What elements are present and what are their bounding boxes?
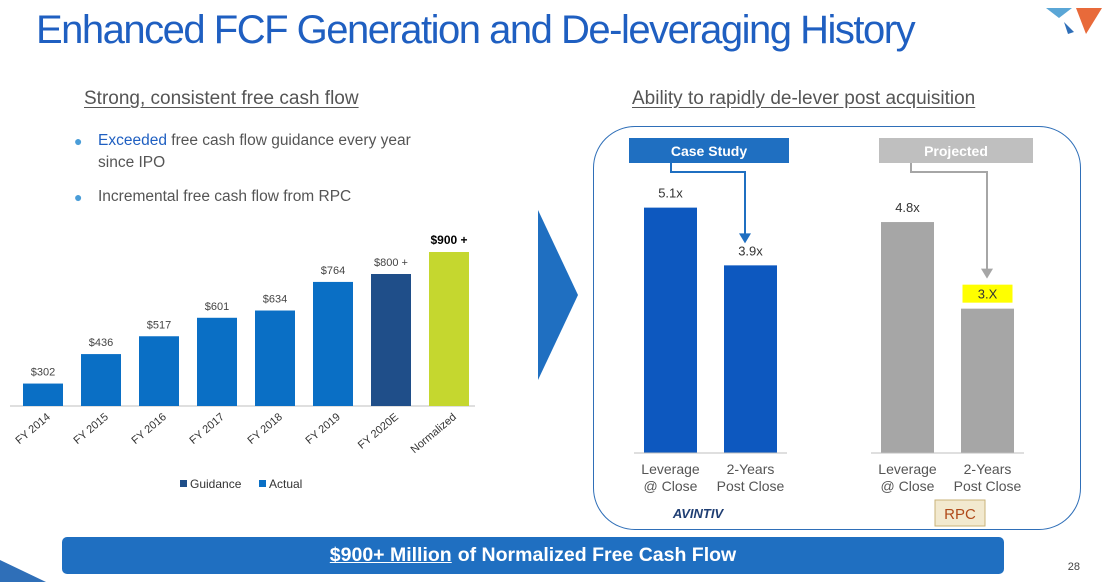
fcf-bar (313, 281, 353, 406)
leverage-category-label: Leverage (878, 461, 937, 477)
leverage-bar (724, 265, 777, 453)
fcf-bar (139, 336, 179, 406)
banner-text: of Normalized Free Cash Flow (457, 544, 737, 566)
leverage-category-label: @ Close (644, 478, 698, 494)
leverage-category-label: 2-Years (727, 461, 775, 477)
leverage-category-label: Post Close (717, 478, 785, 494)
fcf-bar (23, 383, 63, 406)
fcf-category-label: FY 2017 (188, 411, 227, 447)
projected-label: Projected (924, 143, 988, 159)
fcf-data-label: $764 (321, 265, 345, 277)
bullet-item: ● Exceeded free cash flow guidance every… (74, 130, 434, 174)
leverage-data-label: 4.8x (895, 200, 920, 215)
leverage-bar (881, 222, 934, 453)
fcf-category-label: FY 2018 (246, 411, 285, 447)
fcf-bar (81, 354, 121, 406)
fcf-category-label: FY 2016 (130, 411, 169, 447)
fcf-data-label: $601 (205, 301, 229, 313)
case-study-arrowhead-icon (739, 233, 751, 244)
projected-arrowhead-icon (981, 268, 993, 279)
fcf-bar (429, 252, 469, 406)
rpc-logo-box (934, 499, 986, 527)
fcf-bar (255, 310, 295, 406)
bullet-text: free cash flow guidance every year since… (98, 132, 411, 171)
fcf-category-label: FY 2015 (72, 411, 111, 447)
leverage-category-label: @ Close (881, 478, 935, 494)
page-number: 28 (1067, 561, 1080, 573)
legend-actual-swatch (259, 480, 266, 487)
case-study-label: Case Study (671, 143, 747, 159)
right-arrow-icon (538, 210, 578, 380)
summary-banner: $900+ Million of Normalized Free Cash Fl… (62, 537, 1004, 574)
fcf-data-label: $634 (263, 294, 287, 306)
case-study-connector-arrow (670, 163, 746, 236)
leverage-category-label: Leverage (641, 461, 700, 477)
deleveraging-panel (593, 126, 1081, 530)
avintiv-logo: AVINTIV (672, 506, 725, 521)
legend-actual-label: Actual (269, 477, 302, 491)
leverage-data-label: 5.1x (658, 186, 683, 201)
fcf-category-label: FY 2020E (356, 411, 401, 452)
bullet-text: Incremental free cash flow from RPC (98, 188, 352, 205)
bullet-highlight: Exceeded (98, 132, 167, 149)
fcf-data-label: $302 (31, 367, 55, 379)
bullet-dot-icon: ● (74, 189, 83, 205)
right-section-heading: Ability to rapidly de-lever post acquisi… (632, 88, 976, 109)
legend-guidance-swatch (180, 480, 187, 487)
page-title: Enhanced FCF Generation and De-leveragin… (36, 8, 916, 52)
rpc-logo: RPC (944, 506, 976, 523)
fcf-data-label: $900 + (430, 233, 467, 247)
leverage-data-label: 3.9x (738, 243, 763, 258)
fcf-data-label: $517 (147, 319, 171, 331)
fcf-bar (197, 317, 237, 406)
fcf-category-label: FY 2014 (14, 411, 53, 447)
corner-decoration (0, 560, 46, 582)
leverage-bar (644, 207, 697, 453)
projected-header (879, 138, 1033, 163)
fcf-bar (371, 274, 411, 406)
fcf-bar-chart: $302 FY 2014 $436 FY 2015 $517 FY 2016 $601 FY … (10, 233, 475, 491)
fcf-data-label: $800 + (374, 257, 408, 269)
fcf-category-label: Normalized (409, 411, 459, 456)
projected-connector-arrow (910, 163, 988, 271)
projected-highlight-box (962, 284, 1013, 303)
left-section-heading: Strong, consistent free cash flow (84, 88, 359, 109)
leverage-bar-chart: Case Study Projected AVINTIV RPC 5.1x Lev… (629, 138, 1033, 527)
leverage-bar (961, 308, 1014, 453)
leverage-category-label: Post Close (954, 478, 1022, 494)
case-study-header (629, 138, 789, 163)
company-logo (1046, 8, 1102, 34)
bullet-list: ● Exceeded free cash flow guidance every… (74, 130, 434, 220)
bullet-dot-icon: ● (74, 133, 83, 149)
banner-amount: $900+ Million (329, 544, 452, 566)
leverage-category-label: 2-Years (964, 461, 1012, 477)
leverage-data-label: 3.X (978, 287, 998, 302)
fcf-data-label: $436 (89, 337, 113, 349)
fcf-category-label: FY 2019 (304, 411, 343, 447)
legend-guidance-label: Guidance (190, 477, 242, 491)
bullet-item: ● Incremental free cash flow from RPC (74, 186, 434, 208)
